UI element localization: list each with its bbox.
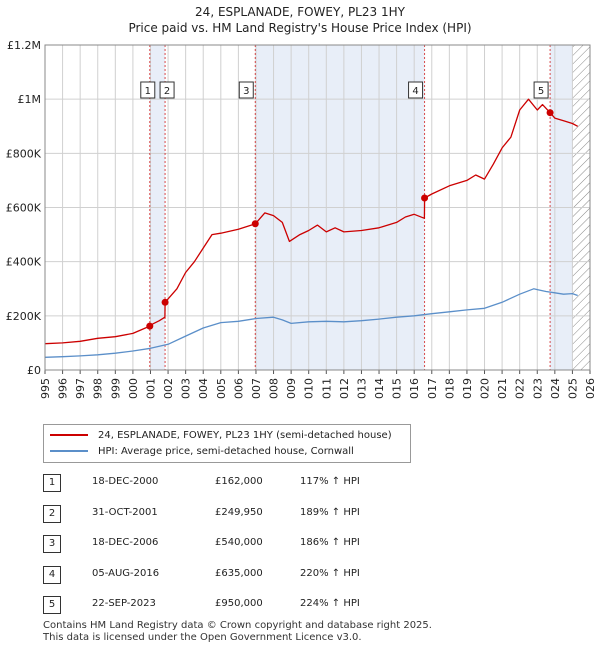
x-tick-label: 1995: [39, 378, 52, 400]
x-tick-label: 2008: [268, 378, 281, 400]
y-tick-label: £1.2M: [7, 39, 41, 52]
sale-label-box: [140, 81, 156, 99]
x-tick-label: 2016: [408, 378, 421, 400]
x-tick-label: 2024: [549, 378, 562, 400]
x-tick-label: 2002: [162, 378, 175, 400]
x-tick-label: 2009: [285, 378, 298, 400]
legend-label-property: 24, ESPLANADE, FOWEY, PL23 1HY (semi-det…: [98, 429, 392, 441]
legend-swatch-hpi: [50, 450, 88, 452]
x-tick-label: 1998: [92, 378, 105, 400]
table-row: 4 05-AUG-2016 £635,000 220% ↑ HPI: [0, 566, 600, 586]
legend-item-property: 24, ESPLANADE, FOWEY, PL23 1HY (semi-det…: [50, 428, 392, 442]
sale-price: £635,000: [215, 568, 263, 579]
table-row: 5 22-SEP-2023 £950,000 224% ↑ HPI: [0, 596, 600, 616]
legend-label-hpi: HPI: Average price, semi-detached house,…: [98, 445, 354, 457]
y-tick-label: £1M: [18, 93, 42, 106]
x-tick-label: 2010: [303, 378, 316, 400]
sale-label-text: 3: [243, 86, 249, 97]
sale-date: 05-AUG-2016: [92, 568, 160, 579]
sale-label-box: [238, 81, 254, 99]
y-tick-label: £0: [27, 364, 41, 377]
x-tick-label: 2022: [514, 378, 527, 400]
y-tick-label: £400K: [6, 256, 42, 269]
x-tick-label: 2006: [232, 378, 245, 400]
x-tick-label: 2011: [320, 378, 333, 400]
x-tick-label: 2018: [443, 378, 456, 400]
sale-date: 22-SEP-2023: [92, 598, 156, 609]
chart-subtitle: Price paid vs. HM Land Registry's House …: [128, 21, 472, 35]
sale-number-box: 2: [43, 505, 61, 523]
sale-date: 31-OCT-2001: [92, 507, 158, 518]
sale-number-box: 4: [43, 566, 61, 584]
sale-point: [161, 298, 169, 306]
chart-title: 24, ESPLANADE, FOWEY, PL23 1HY: [195, 5, 405, 19]
x-tick-label: 2025: [566, 378, 579, 400]
sale-price: £249,950: [215, 507, 263, 518]
sale-price: £540,000: [215, 537, 263, 548]
plot-border: [44, 44, 591, 371]
sale-date: 18-DEC-2006: [92, 537, 159, 548]
y-tick-label: £200K: [6, 310, 42, 323]
sale-label-box: [159, 81, 175, 99]
sale-hpi-pct: 117% ↑ HPI: [300, 476, 360, 487]
x-tick-label: 2007: [250, 378, 263, 400]
sale-hpi-pct: 186% ↑ HPI: [300, 537, 360, 548]
x-tick-label: 2000: [127, 378, 140, 400]
x-tick-label: 2015: [391, 378, 404, 400]
legend-item-hpi: HPI: Average price, semi-detached house,…: [50, 444, 354, 458]
x-tick-label: 1996: [57, 378, 70, 400]
sale-number-box: 5: [43, 596, 61, 614]
x-tick-label: 2001: [144, 378, 157, 400]
y-tick-label: £600K: [6, 202, 42, 215]
x-tick-label: 2023: [531, 378, 544, 400]
sale-label-text: 2: [164, 86, 170, 97]
sale-hpi-pct: 224% ↑ HPI: [300, 598, 360, 609]
sale-label-text: 4: [412, 86, 418, 97]
sale-label-box: [533, 81, 549, 99]
sale-hpi-pct: 189% ↑ HPI: [300, 507, 360, 518]
y-tick-label: £800K: [6, 147, 42, 160]
x-tick-label: 2021: [496, 378, 509, 400]
price-chart: £0 £200K £400K £600K £800K £1M £1.2M 1995 1996 19…: [6, 39, 597, 400]
sale-label-text: 5: [538, 86, 544, 97]
footer-licence: This data is licensed under the Open Gov…: [43, 632, 362, 643]
x-tick-label: 2003: [180, 378, 193, 400]
sale-date: 18-DEC-2000: [92, 476, 159, 487]
x-tick-label: 2004: [197, 378, 210, 400]
x-tick-label: 2013: [355, 378, 368, 400]
sale-hpi-pct: 220% ↑ HPI: [300, 568, 360, 579]
x-tick-label: 2026: [584, 378, 597, 400]
sale-label-text: 1: [145, 86, 151, 97]
x-tick-label: 1999: [109, 378, 122, 400]
sale-label-box: [408, 81, 424, 99]
sale-price: £162,000: [215, 476, 263, 487]
sale-point: [546, 109, 554, 117]
x-tick-label: 2019: [461, 378, 474, 400]
footer-copyright: Contains HM Land Registry data © Crown c…: [43, 620, 432, 631]
table-row: 2 31-OCT-2001 £249,950 189% ↑ HPI: [0, 505, 600, 525]
sale-point: [421, 194, 429, 202]
legend-swatch-property: [50, 434, 88, 436]
sale-point: [251, 220, 259, 228]
x-tick-label: 1997: [74, 378, 87, 400]
sale-number-box: 1: [43, 474, 61, 492]
hpi-line: [44, 288, 578, 358]
property-price-line: [44, 98, 579, 345]
x-tick-label: 2017: [426, 378, 439, 400]
x-tick-label: 2014: [373, 378, 386, 400]
table-row: 3 18-DEC-2006 £540,000 186% ↑ HPI: [0, 535, 600, 555]
x-tick-label: 2020: [479, 378, 492, 400]
legend: 24, ESPLANADE, FOWEY, PL23 1HY (semi-det…: [43, 424, 411, 463]
table-row: 1 18-DEC-2000 £162,000 117% ↑ HPI: [0, 474, 600, 494]
x-tick-label: 2005: [215, 378, 228, 400]
sale-price: £950,000: [215, 598, 263, 609]
sale-number-box: 3: [43, 535, 61, 553]
x-tick-label: 2012: [338, 378, 351, 400]
sale-point: [146, 322, 154, 330]
